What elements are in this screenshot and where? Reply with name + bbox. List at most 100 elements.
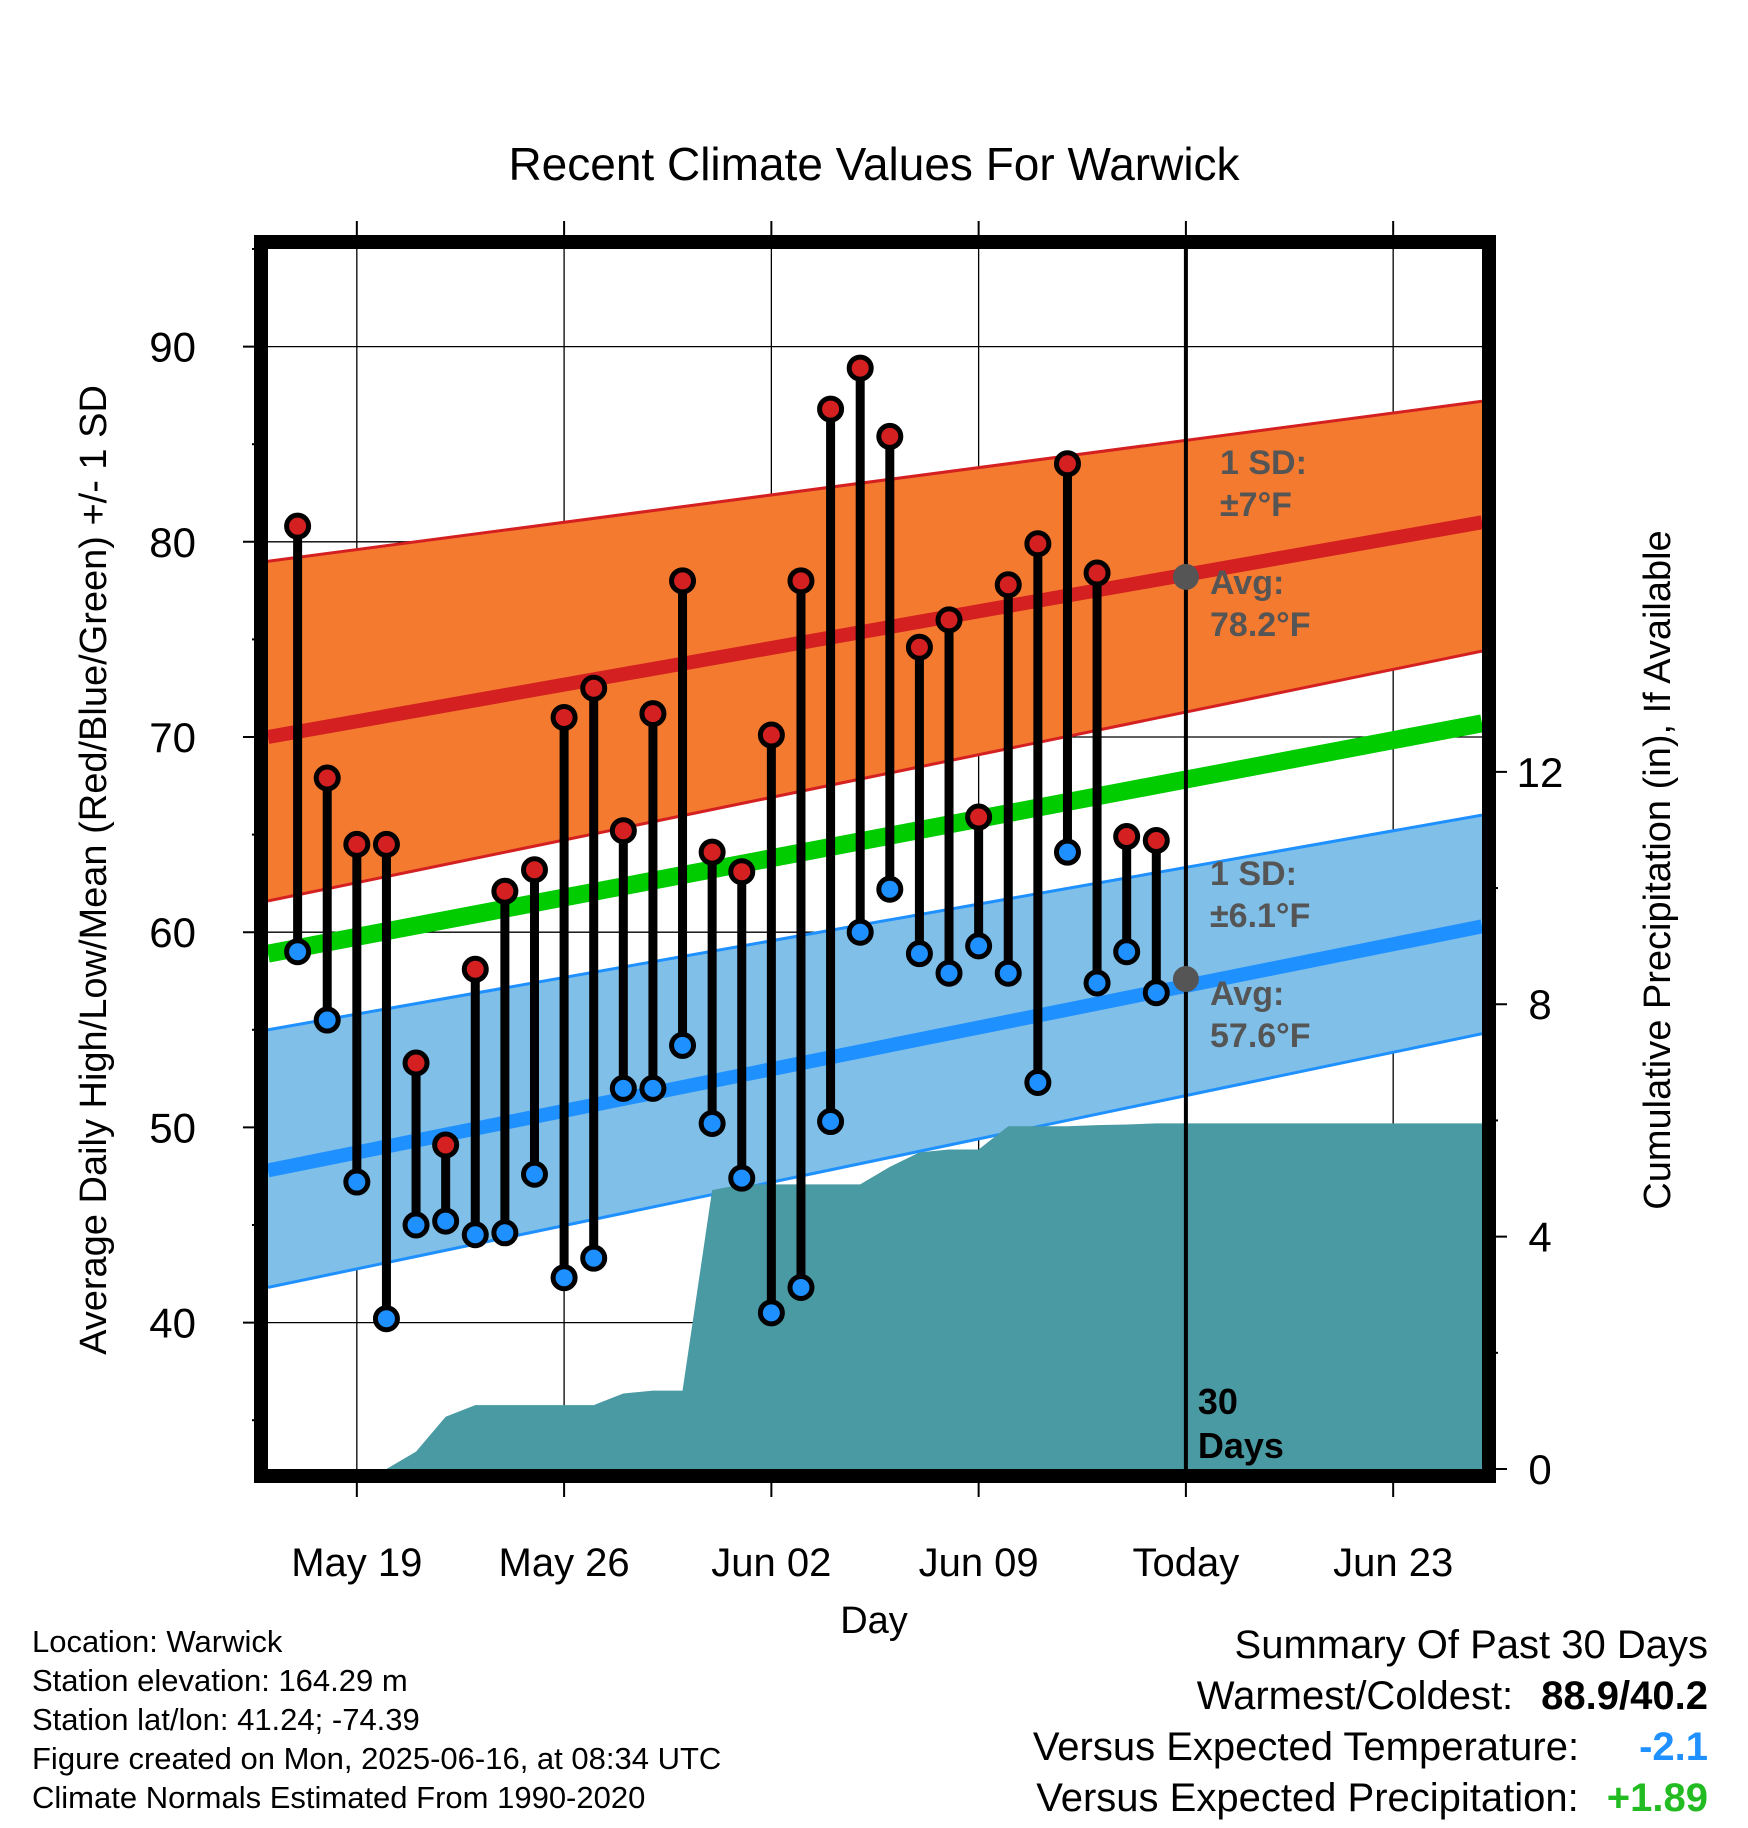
low-point <box>876 875 904 903</box>
high-sd-label: 1 SD: <box>1220 444 1307 482</box>
y2-tick-label: 8 <box>1528 981 1551 1028</box>
period-label: 30 <box>1198 1381 1238 1422</box>
high-point <box>728 858 756 886</box>
low-avg-label: 57.6°F <box>1210 1017 1311 1055</box>
high-point <box>461 955 489 983</box>
low-point <box>787 1273 815 1301</box>
high-point <box>846 354 874 382</box>
high-normal-line <box>268 515 1482 744</box>
high-sd-band-lower-edge <box>268 649 1482 903</box>
high-point <box>520 856 548 884</box>
station-info: Location: Warwick Station elevation: 164… <box>32 1622 721 1817</box>
precip-value: +1.89 <box>1606 1776 1708 1820</box>
y-tick-label: 60 <box>149 909 196 956</box>
high-point <box>669 567 697 595</box>
high-point <box>313 764 341 792</box>
low-point <box>284 938 312 966</box>
high-point <box>580 674 608 702</box>
summary-panel: Summary Of Past 30 Days Warmest/Coldest:… <box>1033 1620 1708 1824</box>
temp-label: Versus Expected Temperature: <box>1032 1725 1580 1769</box>
high-sd-label: ±7°F <box>1220 486 1292 524</box>
low-sd-label: 1 SD: <box>1210 855 1297 893</box>
low-point <box>1053 838 1081 866</box>
latlon-text: Station lat/lon: 41.24; -74.39 <box>32 1702 420 1737</box>
summary-precip: Versus Expected Precipitation: +1.89 <box>1033 1773 1708 1824</box>
x-tick-label: Jun 23 <box>1333 1541 1453 1585</box>
low-normal-line <box>268 919 1482 1178</box>
normal-bands <box>268 399 1482 1289</box>
today-high-normal-marker <box>1172 563 1199 590</box>
x-tick-label: Today <box>1133 1541 1240 1585</box>
low-point <box>402 1211 430 1239</box>
low-point <box>905 940 933 968</box>
low-point <box>757 1299 785 1327</box>
low-point <box>313 1006 341 1034</box>
low-avg-label: Avg: <box>1210 975 1284 1013</box>
y2-tick-label: 12 <box>1517 749 1564 796</box>
left-axis-ticks: 40 50 60 70 80 90 <box>149 248 261 1422</box>
high-point <box>550 703 578 731</box>
low-point <box>965 932 993 960</box>
low-point <box>1142 979 1170 1007</box>
x-axis-ticks: May 19 May 26 Jun 02 Jun 09 Today Jun 23 <box>291 221 1453 1585</box>
high-point <box>905 633 933 661</box>
low-point <box>846 918 874 946</box>
y-tick-label: 50 <box>149 1104 196 1151</box>
high-point <box>876 422 904 450</box>
high-point <box>1024 530 1052 558</box>
x-axis-label: Day <box>840 1600 908 1642</box>
high-point <box>402 1049 430 1077</box>
high-point <box>1113 823 1141 851</box>
low-point <box>343 1168 371 1196</box>
summary-temp: Versus Expected Temperature: -2.1 <box>1033 1722 1708 1773</box>
high-sd-band-upper-edge <box>268 399 1482 563</box>
high-point <box>1083 559 1111 587</box>
low-point <box>698 1109 726 1137</box>
high-avg-label: Avg: <box>1210 564 1284 602</box>
low-point <box>1083 969 1111 997</box>
low-point <box>461 1221 489 1249</box>
plot-border <box>254 235 1496 1483</box>
y-tick-label: 70 <box>149 714 196 761</box>
high-point <box>1053 450 1081 478</box>
y-tick-label: 90 <box>149 324 196 371</box>
today-low-normal-marker <box>1172 966 1199 993</box>
temp-value: -2.1 <box>1639 1725 1708 1769</box>
x-tick-label: Jun 02 <box>711 1541 831 1585</box>
high-point <box>432 1131 460 1159</box>
right-axis-ticks: 0 4 8 12 <box>1489 749 1563 1493</box>
high-avg-label: 78.2°F <box>1210 606 1311 644</box>
x-tick-label: Jun 09 <box>919 1541 1039 1585</box>
y2-tick-label: 4 <box>1528 1214 1551 1261</box>
low-point <box>728 1164 756 1192</box>
low-point <box>1024 1069 1052 1097</box>
high-point <box>609 817 637 845</box>
high-point <box>994 571 1022 599</box>
normals-text: Climate Normals Estimated From 1990-2020 <box>32 1780 646 1815</box>
x-tick-label: May 26 <box>499 1541 630 1585</box>
low-sd-band-upper-edge <box>268 813 1482 1032</box>
plot-frame <box>254 235 1496 1483</box>
summary-title: Summary Of Past 30 Days <box>1234 1623 1708 1667</box>
high-point <box>935 606 963 634</box>
high-point <box>787 567 815 595</box>
low-point <box>372 1305 400 1333</box>
normal-annotations: 1 SD: ±7°F Avg: 78.2°F 1 SD: ±6.1°F Avg: 57.6°F… <box>1172 444 1311 1466</box>
low-point <box>432 1207 460 1235</box>
high-point <box>698 838 726 866</box>
high-point <box>284 512 312 540</box>
high-point <box>372 830 400 858</box>
low-point <box>550 1264 578 1292</box>
location-text: Location: Warwick <box>32 1624 283 1659</box>
precip-label: Versus Expected Precipitation: <box>1036 1776 1579 1820</box>
low-point <box>1113 938 1141 966</box>
summary-warm-cold: Warmest/Coldest: 88.9/40.2 <box>1033 1671 1708 1722</box>
low-point <box>817 1108 845 1136</box>
y2-axis-label: Cumulative Precipitation (in), If Availa… <box>1637 530 1679 1209</box>
low-point <box>935 959 963 987</box>
mean-normal-line <box>268 714 1482 963</box>
low-point <box>669 1031 697 1059</box>
low-point <box>580 1244 608 1272</box>
y-tick-label: 80 <box>149 519 196 566</box>
